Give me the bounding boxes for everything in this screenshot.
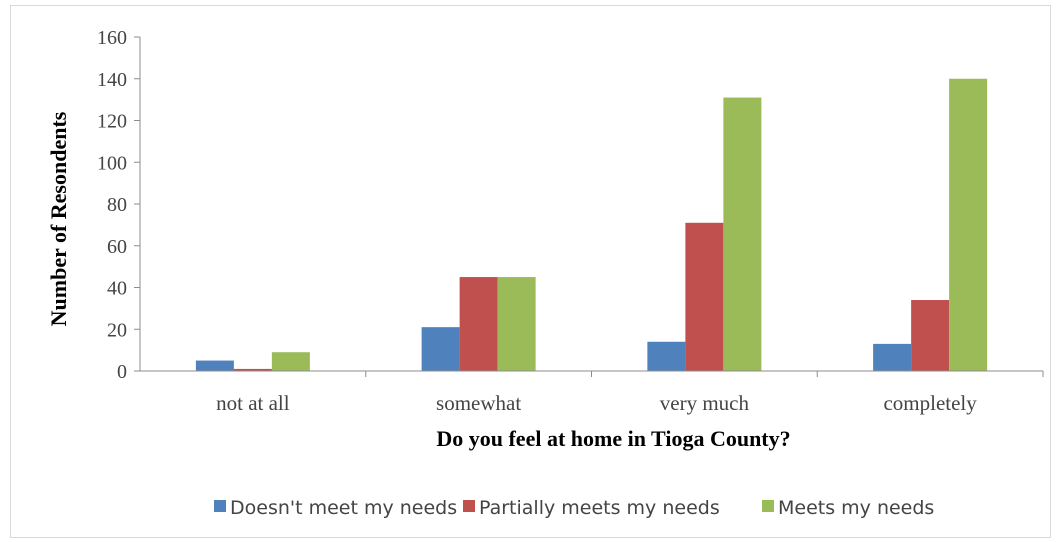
bar	[459, 277, 498, 371]
bar	[271, 352, 310, 371]
bar	[685, 222, 724, 371]
legend-label: Doesn't meet my needs	[230, 497, 457, 519]
bar	[233, 368, 272, 371]
y-tick-label: 120	[97, 111, 127, 133]
legend-swatch	[762, 500, 774, 512]
x-axis-categories: not at all somewhat very much completely	[216, 371, 1044, 415]
legend: Doesn't meet my needs Partially meets my …	[214, 497, 934, 519]
y-tick-label: 20	[107, 319, 127, 341]
y-tick-label: 80	[107, 194, 127, 216]
x-axis-title: Do you feel at home in Tioga County?	[436, 426, 790, 451]
bar	[195, 360, 234, 371]
x-category-label: somewhat	[436, 391, 521, 415]
bar	[421, 327, 460, 371]
legend-label: Partially meets my needs	[479, 497, 720, 519]
x-category-label: completely	[883, 391, 977, 415]
y-tick-label: 160	[97, 27, 127, 49]
legend-swatch	[214, 500, 226, 512]
y-tick-label: 140	[97, 69, 127, 91]
bar	[949, 78, 988, 371]
legend-label: Meets my needs	[778, 497, 934, 519]
x-category-label: not at all	[216, 391, 290, 415]
bar	[647, 341, 686, 371]
bars	[195, 78, 988, 371]
y-tick-label: 0	[117, 361, 127, 383]
y-axis-title: Number of Resondents	[46, 111, 71, 326]
x-category-label: very much	[660, 391, 750, 415]
y-tick-label: 40	[107, 278, 127, 300]
bar	[723, 97, 762, 371]
bar	[911, 300, 950, 371]
legend-swatch	[463, 500, 475, 512]
bar	[873, 343, 912, 371]
y-axis-ticks: 0 20 40 60 80 100 120 140 160	[97, 27, 140, 383]
chart-frame	[10, 5, 1051, 538]
y-tick-label: 100	[97, 152, 127, 174]
bar	[497, 277, 536, 371]
y-tick-label: 60	[107, 236, 127, 258]
